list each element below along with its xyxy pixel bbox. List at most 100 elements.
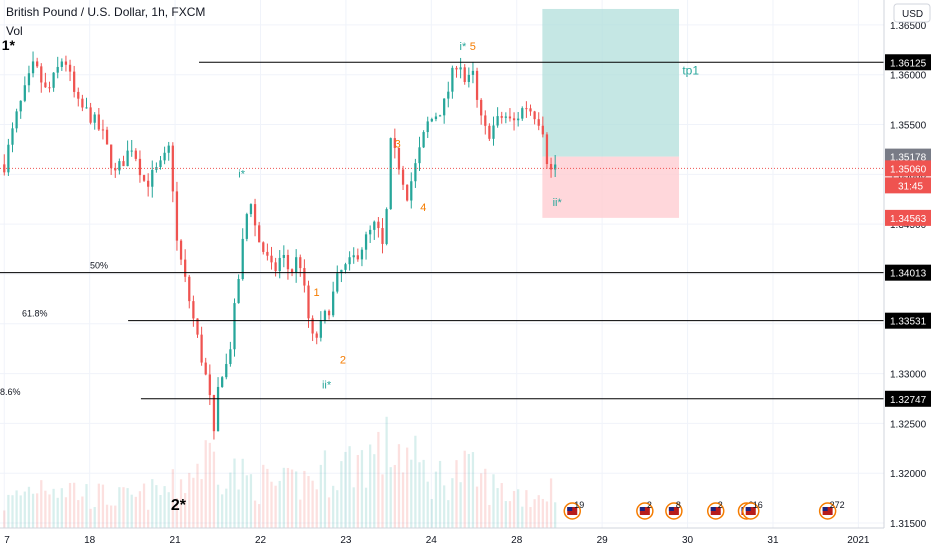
volume-bar xyxy=(7,494,10,528)
position-zones: tp1 xyxy=(542,8,699,218)
volume-bar xyxy=(212,451,216,528)
candle-body xyxy=(237,279,240,304)
candle xyxy=(385,207,388,246)
candle-body xyxy=(554,164,557,170)
candle xyxy=(512,112,516,131)
candle-body xyxy=(278,257,281,272)
candle xyxy=(101,119,105,140)
candle xyxy=(430,117,433,123)
volume-bar xyxy=(459,482,462,528)
countdown-text: 31:45 xyxy=(898,181,923,192)
volume-bar xyxy=(155,485,158,528)
candle-body xyxy=(151,169,154,187)
candle xyxy=(500,111,503,124)
volume-bar xyxy=(142,483,146,528)
candle-body xyxy=(233,303,236,350)
candle-body xyxy=(229,349,232,365)
candle-body xyxy=(225,364,228,378)
candle-body xyxy=(504,116,507,118)
candle-body xyxy=(443,98,446,116)
candle-body xyxy=(258,225,261,243)
candle-body xyxy=(401,169,405,185)
level-tag-bg xyxy=(885,54,931,71)
time-axis: 7 18 21 22 23 24 28 29 30 31 2021 xyxy=(0,527,932,550)
candle-body xyxy=(163,152,166,161)
volume-bar xyxy=(184,493,187,528)
volume-bar xyxy=(52,488,55,528)
fib-label: 8.6% xyxy=(0,387,21,397)
candle-body xyxy=(249,204,253,215)
candle-body xyxy=(105,129,109,145)
volume-bar xyxy=(373,454,376,528)
candle-body xyxy=(352,255,355,258)
y-tick-label: 1.36500 xyxy=(890,21,927,32)
wave-label: 1 xyxy=(313,287,319,299)
candle xyxy=(517,112,520,127)
volume-bar xyxy=(130,494,133,528)
candle xyxy=(496,107,499,128)
candle xyxy=(475,67,479,108)
event-icon: 8 xyxy=(665,500,683,520)
candle xyxy=(85,97,88,109)
candle-body xyxy=(533,111,536,120)
volume-bar xyxy=(118,487,121,528)
candle-body xyxy=(23,85,26,101)
candle-body xyxy=(175,191,179,241)
candle xyxy=(303,259,306,293)
volume-bar xyxy=(241,458,244,528)
volume-bar xyxy=(455,460,458,528)
candle-body xyxy=(340,269,343,274)
candle xyxy=(315,331,318,345)
candle-body xyxy=(142,175,146,181)
candle xyxy=(443,98,446,124)
candle-body xyxy=(323,310,327,321)
candle xyxy=(352,247,355,264)
volume-bar xyxy=(233,458,236,528)
horizontal-levels: 50% 61.8% 8.6% xyxy=(0,61,884,400)
candle-body xyxy=(459,67,462,70)
level-tag-bg xyxy=(885,264,931,281)
candle-body xyxy=(410,181,413,201)
volume-bar xyxy=(471,452,475,528)
volume-bar xyxy=(369,444,372,528)
candle-body xyxy=(73,71,76,92)
candle-body xyxy=(266,251,269,256)
event-count: 2 xyxy=(718,500,723,510)
candle xyxy=(97,107,100,131)
volume-bar xyxy=(159,494,162,528)
volume-bar xyxy=(138,491,142,528)
volume-bar xyxy=(467,453,470,528)
volume-bar xyxy=(422,459,425,528)
candle-body xyxy=(44,82,47,88)
candle xyxy=(286,249,290,280)
candle xyxy=(142,174,146,182)
candle-body xyxy=(15,111,18,129)
candle-body xyxy=(85,107,88,109)
candle xyxy=(44,72,47,88)
candle-body xyxy=(360,249,364,260)
volume-bar xyxy=(299,499,302,528)
volume-bar xyxy=(258,504,261,528)
event-markers: 19282316272 xyxy=(563,500,845,520)
candle-body xyxy=(455,67,458,70)
candle-body xyxy=(348,257,351,265)
candle-body xyxy=(184,259,187,277)
volume-bar xyxy=(554,502,557,528)
volume-bar xyxy=(290,469,294,528)
volume-bar xyxy=(147,509,150,528)
volume-bar xyxy=(541,498,544,528)
candle-body xyxy=(282,254,285,258)
volume-bar xyxy=(93,507,96,528)
candle-body xyxy=(406,184,409,201)
candle xyxy=(438,114,442,117)
candle-body xyxy=(122,161,125,167)
candle-body xyxy=(397,147,401,170)
x-tick-label: 23 xyxy=(340,535,352,546)
candle xyxy=(393,128,396,159)
volume-bar xyxy=(68,482,72,528)
candle xyxy=(451,65,454,99)
price-tag-text: 1.34563 xyxy=(890,214,927,225)
candle xyxy=(521,106,524,121)
candle-body xyxy=(11,128,14,145)
